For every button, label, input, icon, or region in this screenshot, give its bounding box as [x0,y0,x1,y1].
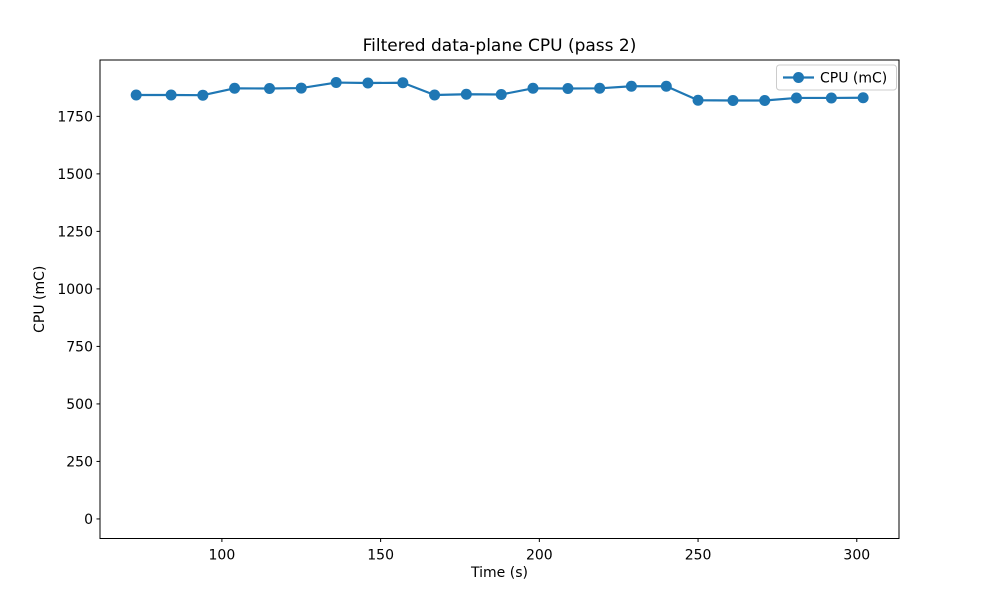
data-point [692,94,704,106]
data-point [229,82,241,94]
data-point [197,89,209,101]
y-tick-label: 1750 [57,109,93,125]
y-tick-label: 500 [66,397,93,413]
axis-ticks: 100 150 200 250 300 0 250 500 750 1000 1250 1500 175… [57,109,870,563]
y-tick-label: 0 [84,512,93,528]
data-point [130,89,142,101]
data-point [790,92,802,104]
plot-area [99,59,900,539]
x-tick-label: 300 [843,548,870,564]
x-tick-label: 200 [526,548,553,564]
data-point [264,83,276,95]
data-point [857,92,869,104]
data-point [527,82,539,94]
y-tick-label: 250 [66,454,93,470]
y-tick-label: 1500 [57,167,93,183]
chart-title: Filtered data-plane CPU (pass 2) [363,36,637,56]
data-point [495,89,507,101]
data-point [594,82,606,94]
legend-marker-icon [793,72,804,83]
y-tick-label: 1000 [57,282,93,298]
data-point [429,89,441,101]
y-tick-label: 750 [66,339,93,355]
legend-box [776,64,897,91]
data-point [759,94,771,106]
data-point [397,77,409,89]
legend: CPU (mC) [776,64,897,91]
data-point [562,83,574,95]
x-tick-label: 150 [367,548,394,564]
y-axis-label: CPU (mC) [32,266,48,333]
y-tick-label: 1250 [57,224,93,240]
x-tick-label: 100 [209,548,236,564]
data-point [165,89,177,101]
data-point [727,94,739,106]
legend-label: CPU (mC) [820,71,887,87]
data-point [625,80,637,92]
series-cpu [130,77,869,106]
data-point [660,80,672,92]
data-point [362,77,374,89]
data-point [330,77,342,89]
x-tick-label: 250 [685,548,712,564]
data-point [460,88,472,100]
data-point [295,82,307,94]
x-axis-label: Time (s) [470,565,528,581]
data-point [825,92,837,104]
